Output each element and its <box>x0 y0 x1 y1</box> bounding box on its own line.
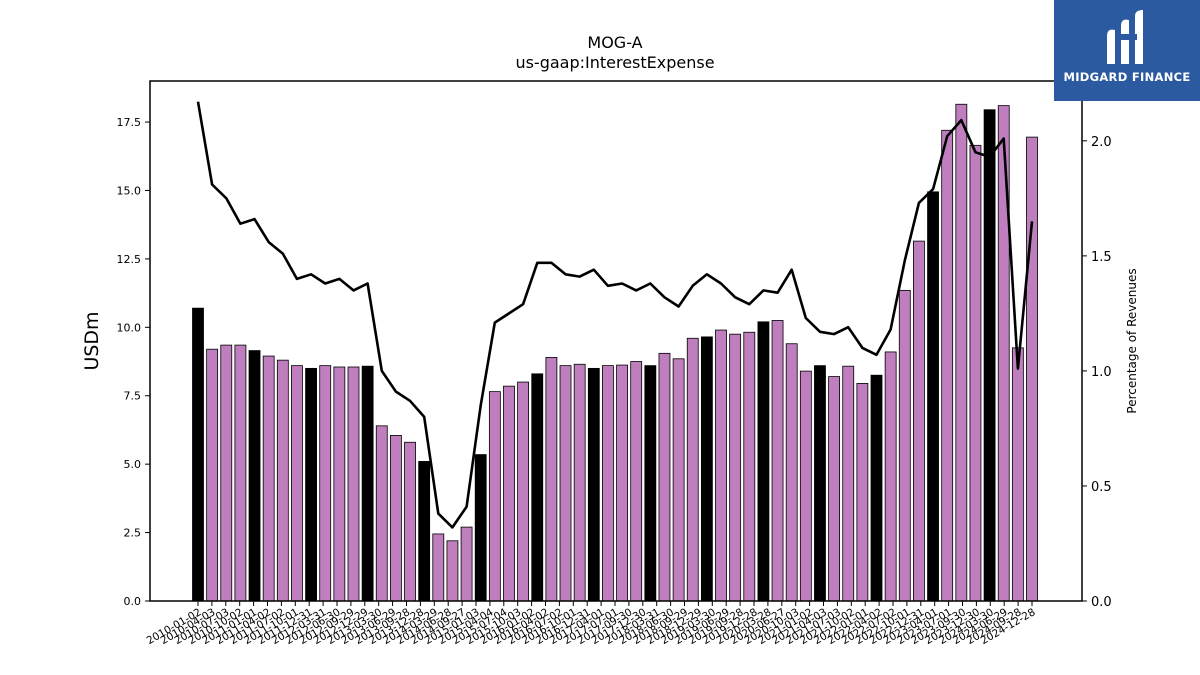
bar <box>602 365 614 602</box>
bar <box>729 333 742 602</box>
bar <box>814 365 826 602</box>
bar <box>333 366 346 602</box>
bar <box>361 365 374 602</box>
bar <box>347 366 360 602</box>
bar <box>291 365 303 602</box>
bar <box>997 105 1010 602</box>
bar <box>644 365 657 602</box>
line-layer <box>196 101 1034 529</box>
bar <box>927 191 939 602</box>
bar <box>757 321 770 602</box>
bar <box>305 367 317 602</box>
bar <box>983 109 996 602</box>
bar <box>474 454 487 602</box>
y2-tick-label: 1.0 <box>1091 365 1112 380</box>
bar <box>955 103 968 602</box>
y2-axis-label: Percentage of Revenues <box>1125 268 1139 413</box>
y-axis-label: USDm <box>81 311 103 370</box>
y-tick-label: 17.5 <box>117 116 142 129</box>
bars-layer <box>192 103 1038 602</box>
bar <box>418 461 431 602</box>
bar <box>658 352 671 602</box>
bar <box>785 343 798 602</box>
bar <box>276 359 289 602</box>
bar <box>248 350 261 602</box>
bar <box>686 337 699 602</box>
y-tick-label: 10.0 <box>117 321 142 334</box>
bar <box>432 533 445 602</box>
bar <box>969 144 982 602</box>
y2-tick-label: 0.0 <box>1091 595 1112 610</box>
bar <box>220 344 233 602</box>
bar <box>700 336 713 602</box>
chart-subtitle: us-gaap:InterestExpense <box>515 53 714 72</box>
bar <box>206 348 219 602</box>
bar <box>389 435 402 602</box>
bar <box>672 358 685 602</box>
bar <box>262 355 275 602</box>
bar <box>517 381 530 602</box>
y-tick-label: 7.5 <box>124 390 142 403</box>
bar <box>884 351 897 602</box>
bar <box>404 441 416 602</box>
bar <box>1011 347 1024 602</box>
bar <box>545 357 558 602</box>
bar <box>234 344 247 602</box>
midgard-logo-icon <box>1107 10 1143 65</box>
bar <box>898 289 911 602</box>
y-tick-label: 15.0 <box>117 184 142 197</box>
bar <box>460 526 473 602</box>
y2-tick-label: 2.0 <box>1091 135 1112 150</box>
bar <box>856 383 869 602</box>
plot-frame <box>149 80 1083 602</box>
bar <box>319 365 332 602</box>
bar <box>488 391 501 602</box>
bar <box>1026 136 1038 602</box>
bar <box>503 385 515 602</box>
bar <box>630 361 643 602</box>
y2-tick-label: 0.5 <box>1091 480 1112 495</box>
y-tick-label: 5.0 <box>124 458 142 471</box>
bar <box>573 363 586 602</box>
bar <box>913 240 925 602</box>
bar <box>771 320 784 602</box>
brand-logo: MIDGARD FINANCE <box>1054 0 1200 101</box>
bar <box>192 307 204 602</box>
series-line <box>196 101 1034 529</box>
bar <box>531 373 544 602</box>
bar <box>828 376 841 602</box>
y-tick-label: 0.0 <box>124 595 142 608</box>
y2-tick-label: 1.5 <box>1091 250 1112 265</box>
bar <box>715 329 727 602</box>
bar <box>446 540 459 602</box>
bar <box>616 364 628 602</box>
y-tick-label: 12.5 <box>117 253 142 266</box>
bar <box>375 425 388 602</box>
bar <box>941 129 954 602</box>
bar <box>842 365 855 602</box>
y-tick-label: 2.5 <box>124 527 142 540</box>
brand-name: MIDGARD FINANCE <box>1063 70 1191 84</box>
bar <box>870 374 883 602</box>
bar <box>587 367 600 602</box>
bar <box>799 370 812 602</box>
bar <box>743 331 756 602</box>
bar <box>559 365 572 602</box>
chart-title: MOG-A <box>587 33 642 52</box>
